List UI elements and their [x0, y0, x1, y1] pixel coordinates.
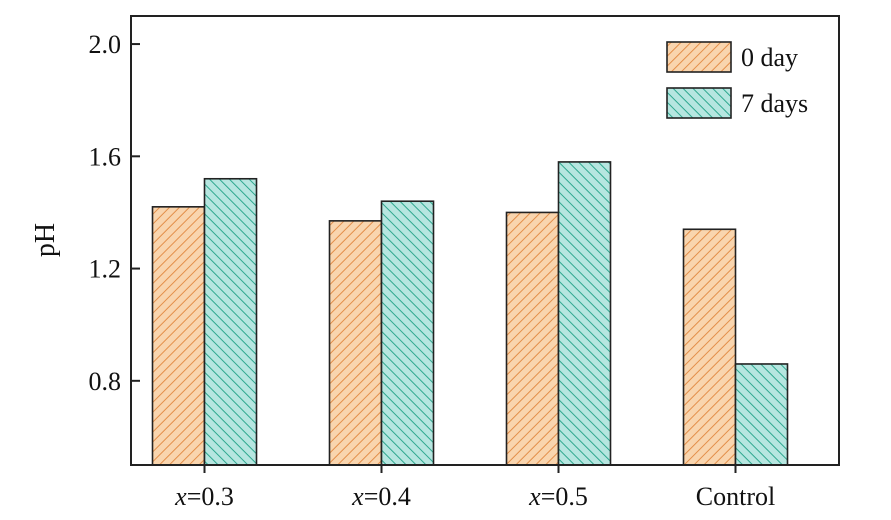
legend-label-1: 0 day [741, 43, 798, 72]
x-axis: x=0.3 x=0.4 x=0.5 Control [174, 465, 775, 511]
x-tick-label: x=0.4 [351, 482, 411, 511]
plot-area [151, 161, 789, 466]
bar-series2-2 [557, 161, 612, 466]
bar-series1-2 [505, 211, 560, 466]
legend-swatch-2 [666, 87, 732, 119]
x-tick-label: x=0.5 [528, 482, 588, 511]
x-tick-label: x=0.3 [174, 482, 234, 511]
legend: 0 day 7 days [666, 41, 808, 119]
bar-series1-3 [682, 228, 737, 466]
bar-series1-1 [328, 220, 383, 466]
y-tick-label: 0.8 [89, 367, 122, 396]
x-tick-label: Control [696, 482, 775, 511]
bar-series1-0 [151, 206, 206, 466]
bar-series2-0 [203, 177, 258, 466]
bar-series2-1 [380, 200, 435, 466]
y-tick-label: 1.2 [89, 255, 122, 284]
y-axis: 0.8 1.2 1.6 2.0 [89, 30, 140, 396]
y-tick-label: 1.6 [89, 142, 122, 171]
legend-label-2: 7 days [741, 89, 808, 118]
y-axis-label: pH [30, 223, 61, 257]
y-tick-label: 2.0 [89, 30, 122, 59]
plot-frame [130, 15, 840, 466]
bar-series2-3 [734, 363, 789, 466]
legend-swatch-1 [666, 41, 732, 73]
